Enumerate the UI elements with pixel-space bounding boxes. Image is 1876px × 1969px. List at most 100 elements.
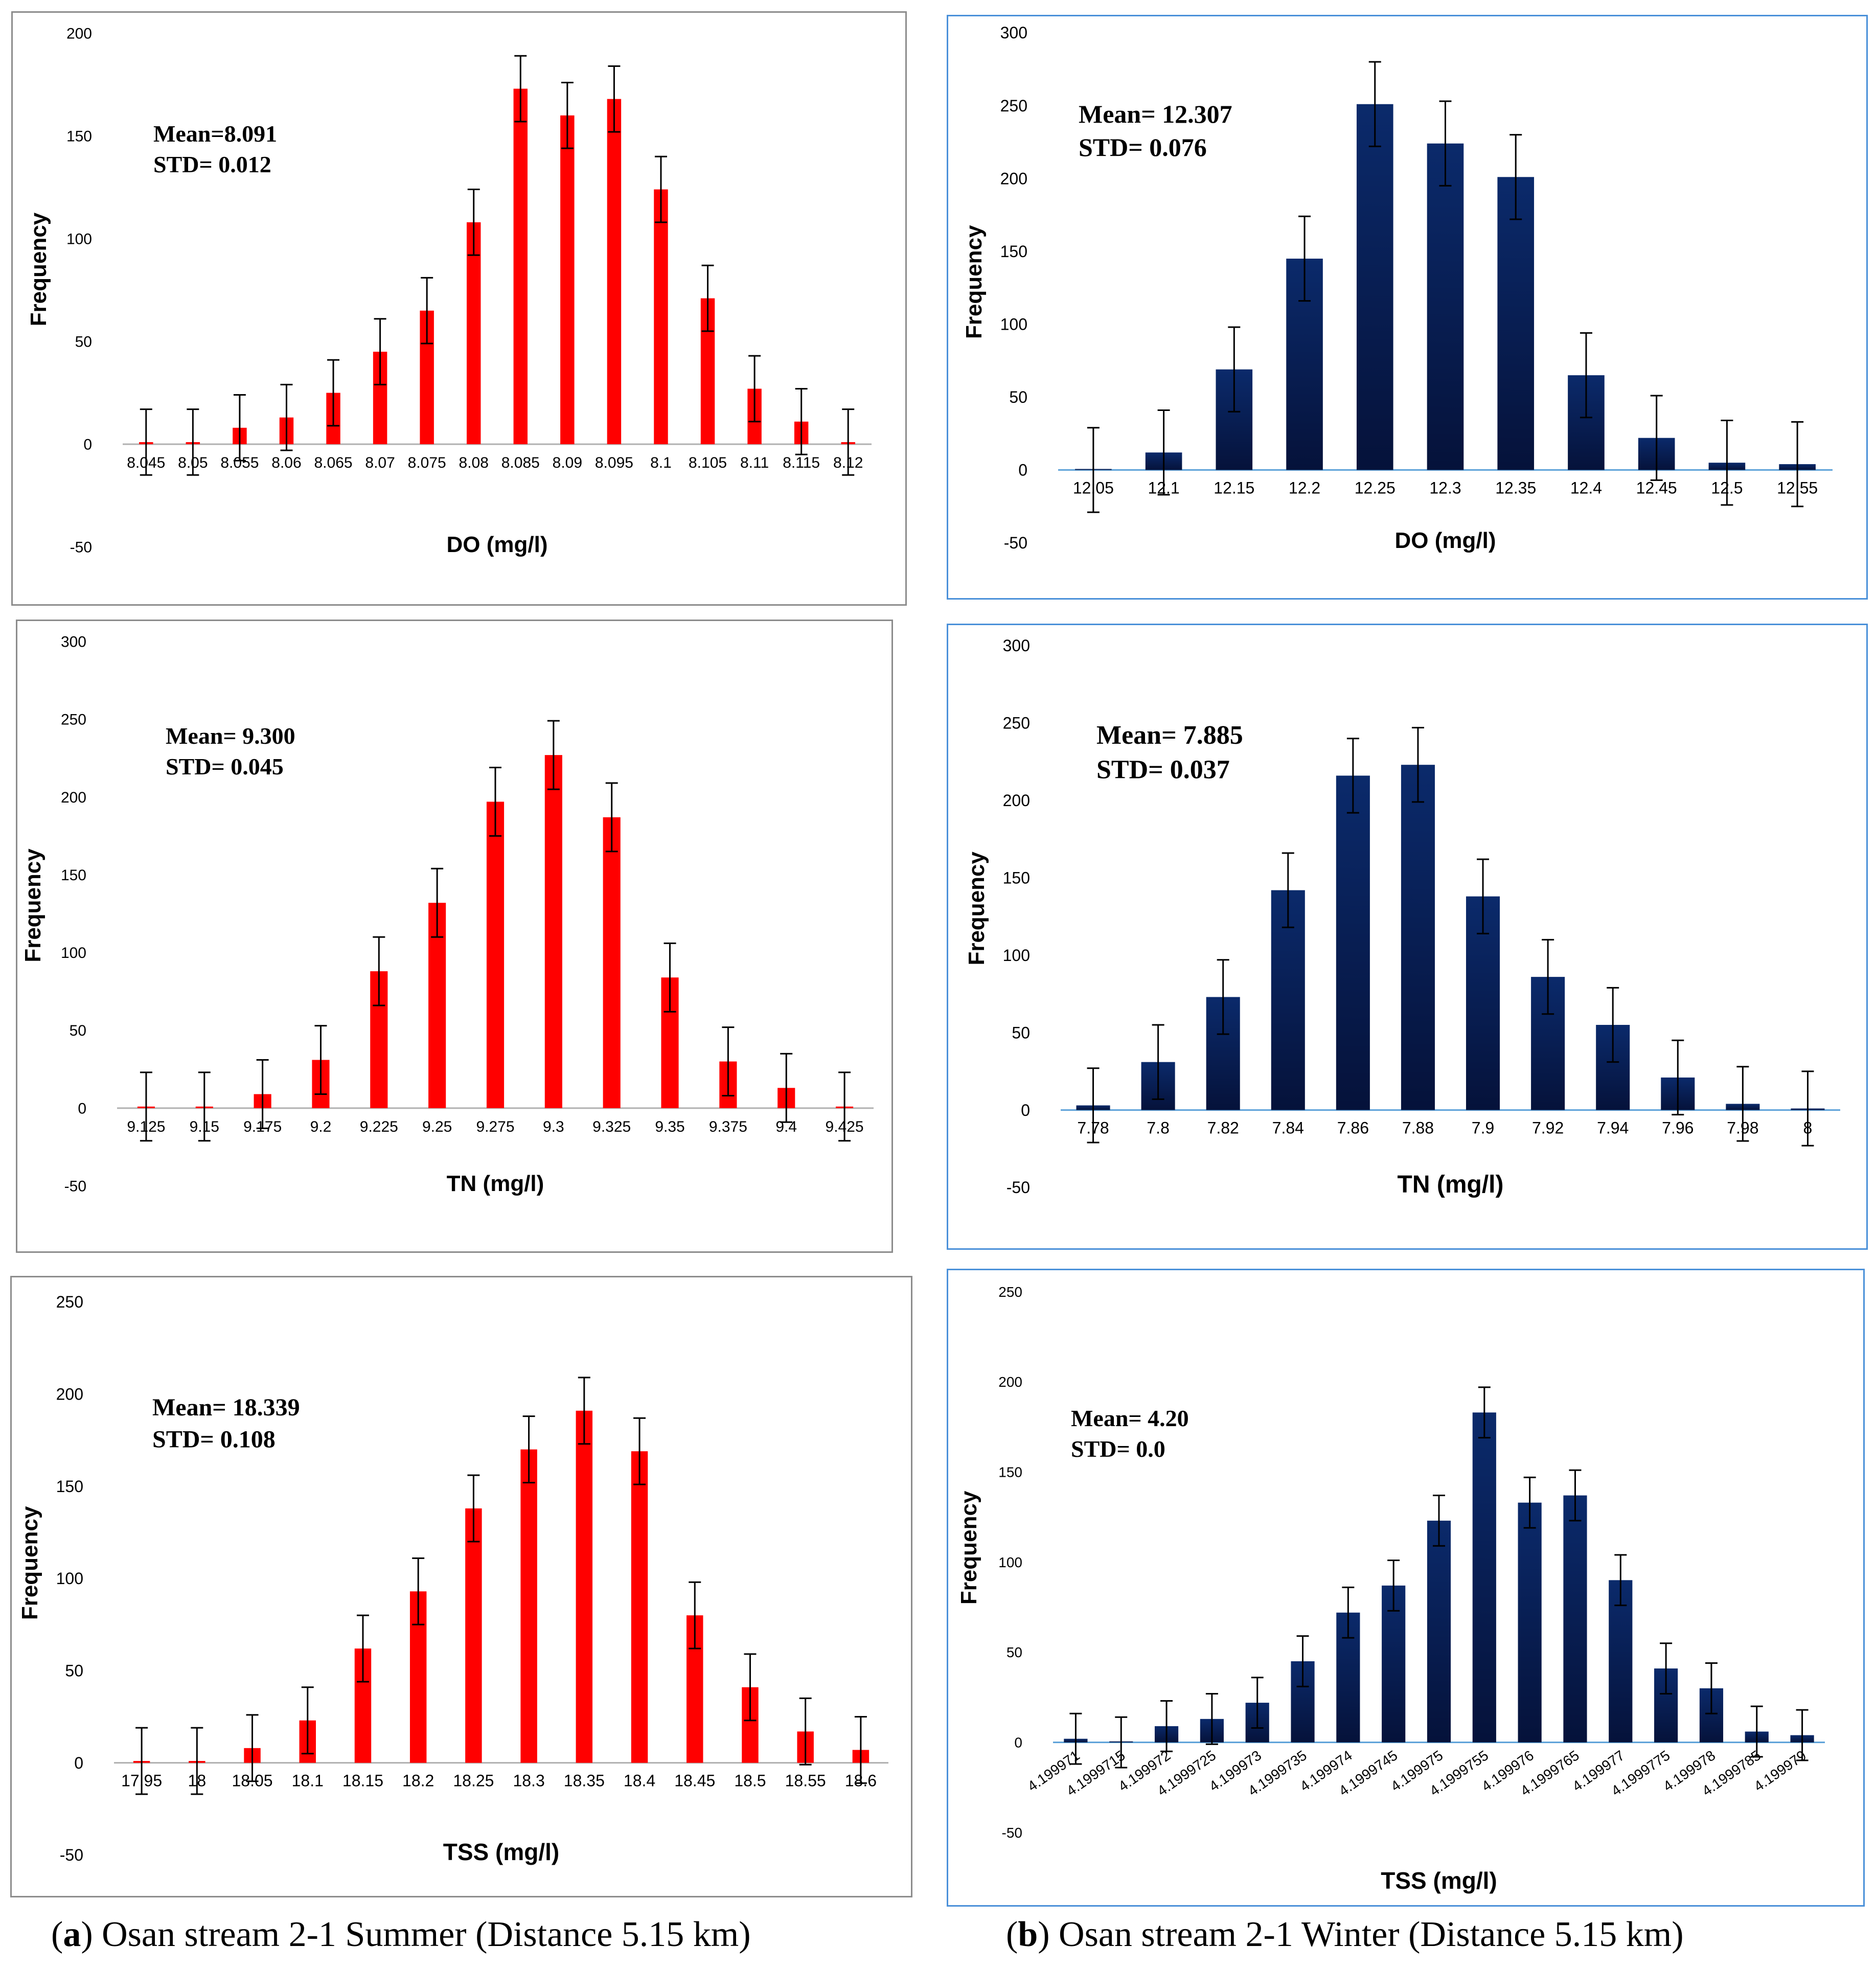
summer-tss-bar-8 (576, 1410, 593, 1763)
caption-winter-open: ( (1006, 1915, 1018, 1954)
winter-tn-ytick-4: 100 (1003, 946, 1030, 965)
winter-tss-ytick-2: 150 (998, 1464, 1022, 1480)
winter-tss-bar-9 (1472, 1412, 1496, 1743)
summer-tss-ytick-5: 0 (74, 1754, 83, 1772)
summer-tss-xtick-5: 18.2 (402, 1772, 434, 1790)
summer-do-bar-7 (466, 222, 481, 444)
summer-tn-ytick-5: 50 (70, 1022, 86, 1039)
summer-tss-xtick-8: 18.35 (564, 1772, 605, 1790)
chart-summer-tss: 250 200 150 100 50 0 -50 Frequency 17.95 18 18.05 1… (10, 1276, 912, 1897)
winter-do-ytick-6: 0 (1018, 461, 1027, 479)
summer-tn-ytick-6: 0 (78, 1100, 86, 1117)
summer-tss-bar-7 (520, 1449, 537, 1763)
winter-do-xtick-1: 12.1 (1148, 478, 1179, 497)
summer-tss-ytick-2: 150 (56, 1477, 83, 1496)
summer-tss-xtick-2: 18.05 (232, 1772, 272, 1790)
winter-tss-ytick-6: -50 (1002, 1825, 1022, 1841)
summer-tn-ytick-3: 150 (61, 867, 86, 884)
caption-summer: (a) Osan stream 2-1 Summer (Distance 5.1… (51, 1914, 751, 1960)
winter-tss-bar-10 (1518, 1502, 1542, 1743)
summer-tss-xtick-0: 17.95 (121, 1772, 162, 1790)
summer-tss-xtick-10: 18.45 (674, 1772, 715, 1790)
summer-tss-xtick-11: 18.5 (734, 1772, 766, 1790)
summer-do-bar-8 (513, 88, 528, 445)
winter-tn-ytick-5: 50 (1012, 1023, 1030, 1042)
summer-do-stat-0: Mean=8.091 (153, 121, 277, 147)
winter-tn-xtick-0: 7.78 (1077, 1119, 1109, 1137)
summer-tn-svg: 300 250 200 150 100 50 0 -50 Frequency 9.125 9.15 9… (20, 634, 874, 1196)
summer-do-xtick-13: 8.11 (740, 454, 769, 471)
winter-do-xtick-0: 12.05 (1073, 478, 1114, 497)
winter-tn-ytick-6: 0 (1021, 1101, 1030, 1119)
summer-tss-xtick-3: 18.1 (292, 1772, 324, 1790)
summer-tss-xtick-4: 18.15 (342, 1772, 383, 1790)
winter-tss-svg: 250200150100500-50Frequency4.1999714.199… (956, 1284, 1825, 1894)
summer-tn-stat-1: STD= 0.045 (166, 753, 284, 780)
winter-do-xtick-2: 12.15 (1214, 478, 1254, 497)
caption-summer-open: ( (51, 1915, 63, 1954)
summer-do-ytick-4: 0 (83, 437, 92, 453)
summer-tn-xtick-11: 9.4 (775, 1118, 797, 1135)
summer-do-xtick-11: 8.1 (650, 454, 672, 471)
winter-tss-ytick-4: 50 (1006, 1644, 1022, 1660)
winter-tn-stat-1: STD= 0.037 (1096, 755, 1230, 785)
winter-tss-bar-7 (1382, 1585, 1406, 1743)
winter-do-ylabel: Frequency (962, 225, 987, 339)
summer-tn-xtick-10: 9.375 (709, 1118, 747, 1135)
summer-tss-xlabel: TSS (mg/l) (443, 1839, 559, 1865)
summer-do-xtick-10: 8.095 (595, 454, 633, 471)
summer-do-svg: 200 150 100 50 0 -50 Frequency 8.045 8.05 8.055 8.… (26, 26, 872, 557)
summer-do-xtick-15: 8.12 (833, 454, 863, 471)
summer-tss-ytick-1: 200 (56, 1385, 83, 1404)
summer-do-xtick-5: 8.07 (365, 454, 395, 471)
winter-tss-ytick-3: 100 (998, 1554, 1022, 1570)
summer-tn-ylabel: Frequency (20, 849, 45, 963)
summer-do-bar-10 (607, 99, 622, 444)
summer-tn-xtick-12: 9.425 (826, 1118, 864, 1135)
winter-tn-ylabel: Frequency (964, 852, 989, 966)
winter-do-xtick-10: 12.55 (1777, 478, 1818, 497)
chart-winter-tss: 250 200 150 100 50 0 -50 Frequency 4.199971 4.199… (947, 1269, 1865, 1907)
summer-do-ytick-2: 100 (66, 231, 92, 248)
chart-summer-tn: 300 250 200 150 100 50 0 -50 Frequency 9.125 9.15 9… (16, 620, 893, 1253)
summer-do-xtick-7: 8.08 (459, 454, 489, 471)
summer-do-xtick-0: 8.045 (127, 454, 165, 471)
winter-tn-bar-5 (1401, 765, 1435, 1110)
summer-tss-xtick-13: 18.6 (845, 1772, 877, 1790)
summer-tss-xtick-1: 18 (188, 1772, 207, 1790)
summer-do-ytick-5: -50 (70, 539, 92, 556)
summer-do-xtick-4: 8.065 (314, 454, 352, 471)
winter-tn-ytick-0: 300 (1003, 636, 1030, 655)
summer-do-xtick-1: 8.05 (178, 454, 208, 471)
summer-do-ylabel: Frequency (26, 212, 51, 326)
summer-tn-ytick-2: 200 (61, 789, 86, 806)
winter-do-stat-1: STD= 0.076 (1079, 133, 1207, 162)
winter-tss-ylabel: Frequency (956, 1491, 981, 1605)
summer-tn-xtick-4: 9.225 (360, 1118, 398, 1135)
winter-do-xtick-3: 12.2 (1289, 478, 1320, 497)
winter-tn-xtick-10: 7.98 (1727, 1119, 1758, 1137)
winter-do-bar-4 (1356, 104, 1393, 470)
winter-tn-xtick-7: 7.92 (1532, 1119, 1564, 1137)
winter-do-xtick-8: 12.45 (1636, 478, 1677, 497)
summer-do-bar-9 (560, 115, 575, 445)
winter-tn-xtick-3: 7.84 (1272, 1119, 1304, 1137)
winter-tss-ytick-5: 0 (1014, 1734, 1022, 1750)
winter-do-ytick-1: 250 (1000, 97, 1027, 115)
winter-tss-ytick-0: 250 (998, 1284, 1022, 1300)
summer-do-bar-11 (654, 189, 668, 444)
summer-do-ytick-3: 50 (75, 334, 92, 351)
chart-winter-do: 300 250 200 150 100 50 0 -50 Frequency 12.05 12.1 1… (947, 15, 1868, 600)
summer-tn-xtick-6: 9.275 (476, 1118, 514, 1135)
winter-tn-bar-4 (1336, 775, 1370, 1110)
winter-tn-xtick-8: 7.94 (1597, 1119, 1629, 1137)
summer-tss-xtick-9: 18.4 (624, 1772, 655, 1790)
winter-do-ytick-5: 50 (1009, 388, 1027, 406)
winter-tss-stat-0: Mean= 4.20 (1071, 1405, 1189, 1431)
winter-tn-xtick-4: 7.86 (1337, 1119, 1369, 1137)
summer-tss-xtick-12: 18.55 (785, 1772, 826, 1790)
summer-tss-ytick-6: -50 (60, 1846, 83, 1864)
chart-winter-tn: 300 250 200 150 100 50 0 -50 Frequency 7.78 7.8 7.8… (947, 624, 1868, 1250)
summer-do-xtick-2: 8.055 (220, 454, 259, 471)
winter-tn-svg: 300 250 200 150 100 50 0 -50 Frequency 7.78 7.8 7.8… (964, 636, 1840, 1198)
